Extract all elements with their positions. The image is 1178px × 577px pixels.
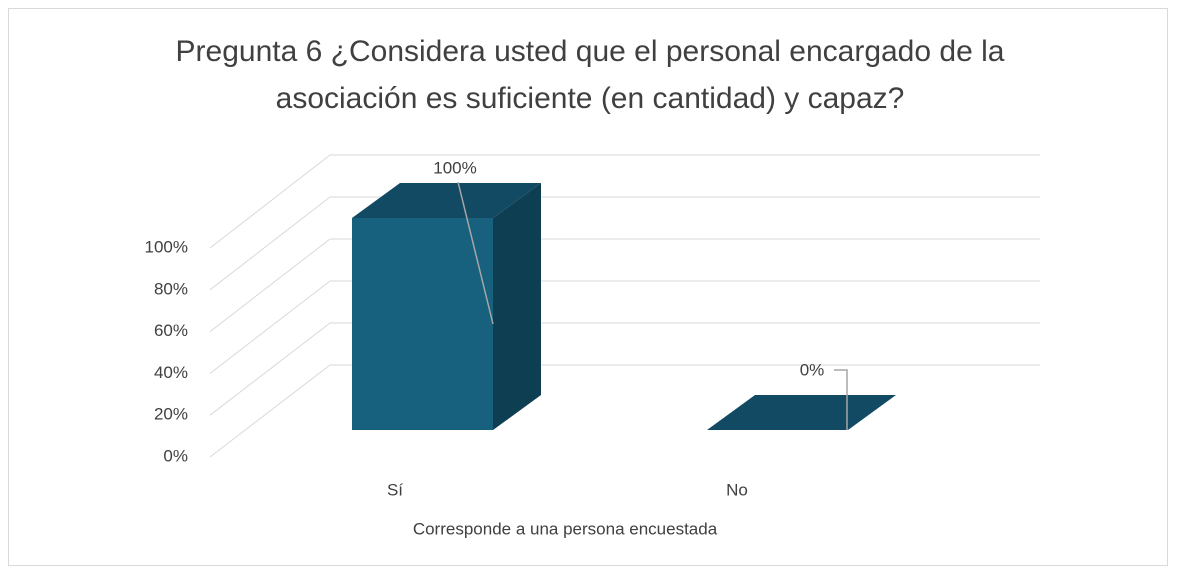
x-axis-title: Corresponde a una persona encuestada bbox=[413, 519, 718, 538]
y-tick-label: 40% bbox=[154, 363, 188, 382]
grid-line bbox=[209, 238, 331, 332]
bar-front bbox=[352, 218, 493, 430]
y-tick-label: 80% bbox=[154, 279, 188, 298]
chart-title: Pregunta 6 ¿Considera usted que el perso… bbox=[175, 35, 1005, 115]
grid-line bbox=[209, 322, 331, 416]
grid-line bbox=[209, 154, 331, 249]
data-label: 0% bbox=[800, 360, 825, 379]
bar bbox=[352, 183, 541, 430]
bar-side bbox=[493, 183, 541, 430]
grid-line bbox=[209, 280, 331, 374]
bar bbox=[707, 395, 896, 430]
leader-line bbox=[457, 181, 494, 325]
data-label: 100% bbox=[433, 158, 476, 177]
chart-frame bbox=[8, 8, 1168, 566]
y-tick-label: 60% bbox=[154, 321, 188, 340]
grid-line bbox=[209, 196, 331, 291]
grid-line bbox=[209, 364, 331, 458]
x-tick-label: Sí bbox=[387, 480, 403, 499]
y-tick-label: 100% bbox=[145, 237, 188, 256]
bar-top bbox=[352, 183, 541, 218]
x-tick-label: No bbox=[726, 480, 748, 499]
y-tick-label: 20% bbox=[154, 405, 188, 424]
bar-top bbox=[707, 395, 896, 430]
leader-line bbox=[834, 369, 848, 430]
y-tick-label: 0% bbox=[163, 446, 188, 465]
